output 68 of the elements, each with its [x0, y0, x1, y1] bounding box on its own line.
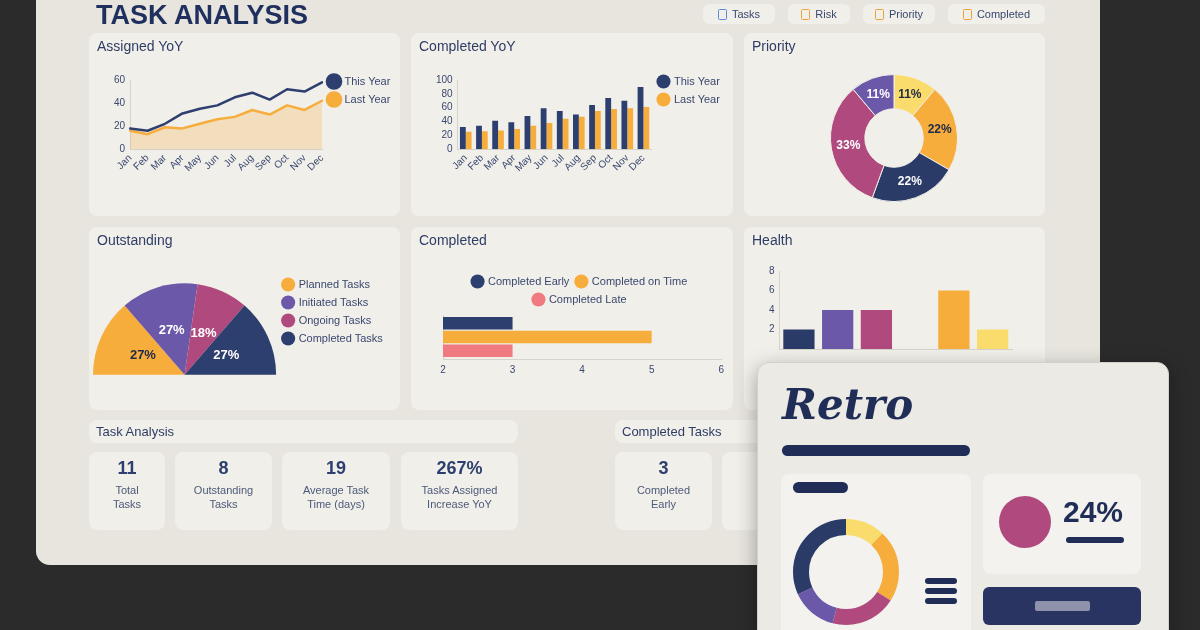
- text: Tasks Assigned Increase YoY: [421, 484, 498, 510]
- legend-label: Initiated Tasks: [298, 295, 369, 308]
- y-tick-label: 80: [441, 87, 454, 99]
- data-label: 27%: [158, 322, 186, 338]
- text: Average Task Time (days): [302, 484, 370, 510]
- y-tick-label: 0: [447, 142, 454, 154]
- chart-title: Priority: [752, 38, 796, 54]
- chart-title: Outstanding: [97, 232, 173, 248]
- text: Priority: [888, 8, 924, 20]
- legend-label: Completed on Time: [591, 274, 688, 287]
- text: 11: [117, 458, 137, 478]
- text: 19: [325, 458, 347, 478]
- legend-label: Last Year: [674, 92, 721, 105]
- x-tick-label: Mar: [148, 151, 169, 172]
- data-label: 22%: [897, 173, 923, 188]
- y-tick-label: 0: [119, 142, 126, 154]
- x-tick-label: 4: [579, 363, 586, 375]
- y-tick-label: 60: [114, 73, 126, 85]
- x-tick-label: Jan: [114, 151, 134, 172]
- legend-label: Completed Late: [548, 292, 627, 305]
- x-tick-label: 6: [718, 363, 725, 375]
- data-label: 22%: [927, 122, 952, 137]
- y-tick-label: 6: [769, 284, 775, 296]
- legend-label: Planned Tasks: [298, 277, 371, 290]
- y-tick-label: 100: [436, 73, 454, 85]
- text: Completed: [976, 8, 1031, 20]
- chart-title: Completed YoY: [419, 38, 516, 54]
- x-tick-label: Dec: [305, 151, 326, 173]
- text: Outstanding Tasks: [193, 484, 254, 510]
- data-label: 11%: [866, 86, 891, 101]
- text: Completed Tasks: [622, 424, 722, 439]
- y-tick-label: 2: [769, 323, 775, 335]
- text: 8: [218, 458, 229, 478]
- data-label: 18%: [190, 324, 218, 340]
- y-tick-label: 4: [769, 303, 775, 315]
- data-label: 33%: [836, 138, 861, 153]
- y-tick-label: 8: [769, 264, 775, 276]
- text: Task Analysis: [96, 424, 175, 439]
- data-label: 27%: [129, 347, 157, 363]
- x-tick-label: May: [182, 151, 204, 174]
- text: 267%: [436, 458, 483, 478]
- data-label: 11%: [898, 86, 922, 101]
- y-tick-label: 20: [114, 119, 126, 131]
- chart-title: Completed: [419, 232, 487, 248]
- text: 24%: [1063, 495, 1124, 528]
- text: 3: [658, 458, 669, 478]
- legend-label: This Year: [344, 74, 391, 87]
- y-tick-label: 20: [441, 129, 454, 141]
- legend-label: Last Year: [344, 92, 391, 105]
- text: Completed Early: [636, 484, 691, 510]
- y-tick-label: 40: [441, 115, 454, 127]
- text: Total Tasks: [112, 484, 142, 510]
- chart-title: Health: [752, 232, 793, 248]
- legend-label: This Year: [674, 74, 721, 87]
- text: Tasks: [731, 8, 761, 20]
- text: Risk: [815, 8, 837, 20]
- x-tick-label: Jun: [201, 151, 221, 172]
- legend-label: Ongoing Tasks: [298, 313, 372, 326]
- x-tick-label: 5: [648, 363, 655, 375]
- chart-title: Assigned YoY: [97, 38, 184, 54]
- text: TASK ANALYSIS: [96, 0, 309, 30]
- y-tick-label: 40: [114, 96, 126, 108]
- legend-label: Completed Early: [488, 274, 570, 287]
- x-tick-label: 3: [509, 363, 516, 375]
- data-label: 27%: [213, 347, 240, 363]
- y-tick-label: 60: [441, 101, 454, 113]
- text: Retro: [782, 380, 914, 429]
- legend-label: Completed Tasks: [298, 331, 384, 344]
